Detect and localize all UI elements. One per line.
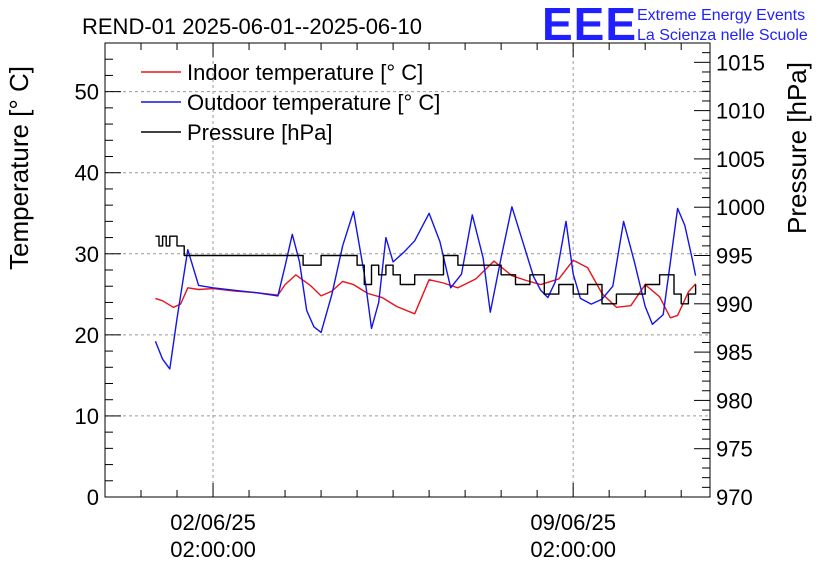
- x-tick-label-date: 09/06/25: [530, 510, 616, 535]
- legend: Indoor temperature [° C] Outdoor temperat…: [141, 60, 440, 145]
- y-tick-label: 30: [75, 242, 99, 267]
- series-line-2: [154, 206, 697, 370]
- y2-tick-label: 1015: [716, 50, 765, 75]
- x-tick-label-time: 02:00:00: [530, 537, 616, 562]
- y-tick-label: 10: [75, 404, 99, 429]
- x-tick-label-time: 02:00:00: [170, 537, 256, 562]
- y2-tick-label: 985: [716, 340, 753, 365]
- legend-label: Pressure [hPa]: [187, 120, 333, 145]
- y2-tick-label: 990: [716, 292, 753, 317]
- y2-tick-label: 1000: [716, 195, 765, 220]
- y-tick-label: 20: [75, 323, 99, 348]
- series-layer: [154, 206, 697, 370]
- y2-tick-label: 980: [716, 388, 753, 413]
- series-line-1: [155, 259, 697, 319]
- legend-label: Outdoor temperature [° C]: [187, 90, 440, 115]
- y-axis-title: Temperature [° C]: [4, 66, 34, 270]
- legend-label: Indoor temperature [° C]: [187, 60, 423, 85]
- y2-axis-title: Pressure [hPa]: [782, 62, 812, 234]
- y2-tick-label: 970: [716, 485, 753, 510]
- y2-tick-label: 975: [716, 437, 753, 462]
- grid: [105, 43, 710, 497]
- eee-logo: EEE Extreme Energy Events La Scienza nel…: [542, 0, 808, 50]
- chart-title: REND-01 2025-06-01--2025-06-10: [82, 14, 422, 39]
- y2-tick-label: 995: [716, 244, 753, 269]
- y-tick-label: 50: [75, 80, 99, 105]
- y-tick-label: 0: [87, 485, 99, 510]
- right-axis: 970 975 980 985 990 995 1000 1005 1010 1015: [694, 42, 765, 510]
- y2-tick-label: 1010: [716, 99, 765, 124]
- logo-mark: EEE: [542, 0, 637, 50]
- series-line-3: [155, 235, 697, 305]
- logo-line-1: Extreme Energy Events: [637, 7, 805, 24]
- x-tick-label-date: 02/06/25: [170, 510, 256, 535]
- left-axis: 0 10 20 30 40 50: [75, 58, 121, 510]
- logo-line-2: La Scienza nelle Scuole: [637, 27, 808, 44]
- y2-tick-label: 1005: [716, 147, 765, 172]
- y-tick-label: 40: [75, 161, 99, 186]
